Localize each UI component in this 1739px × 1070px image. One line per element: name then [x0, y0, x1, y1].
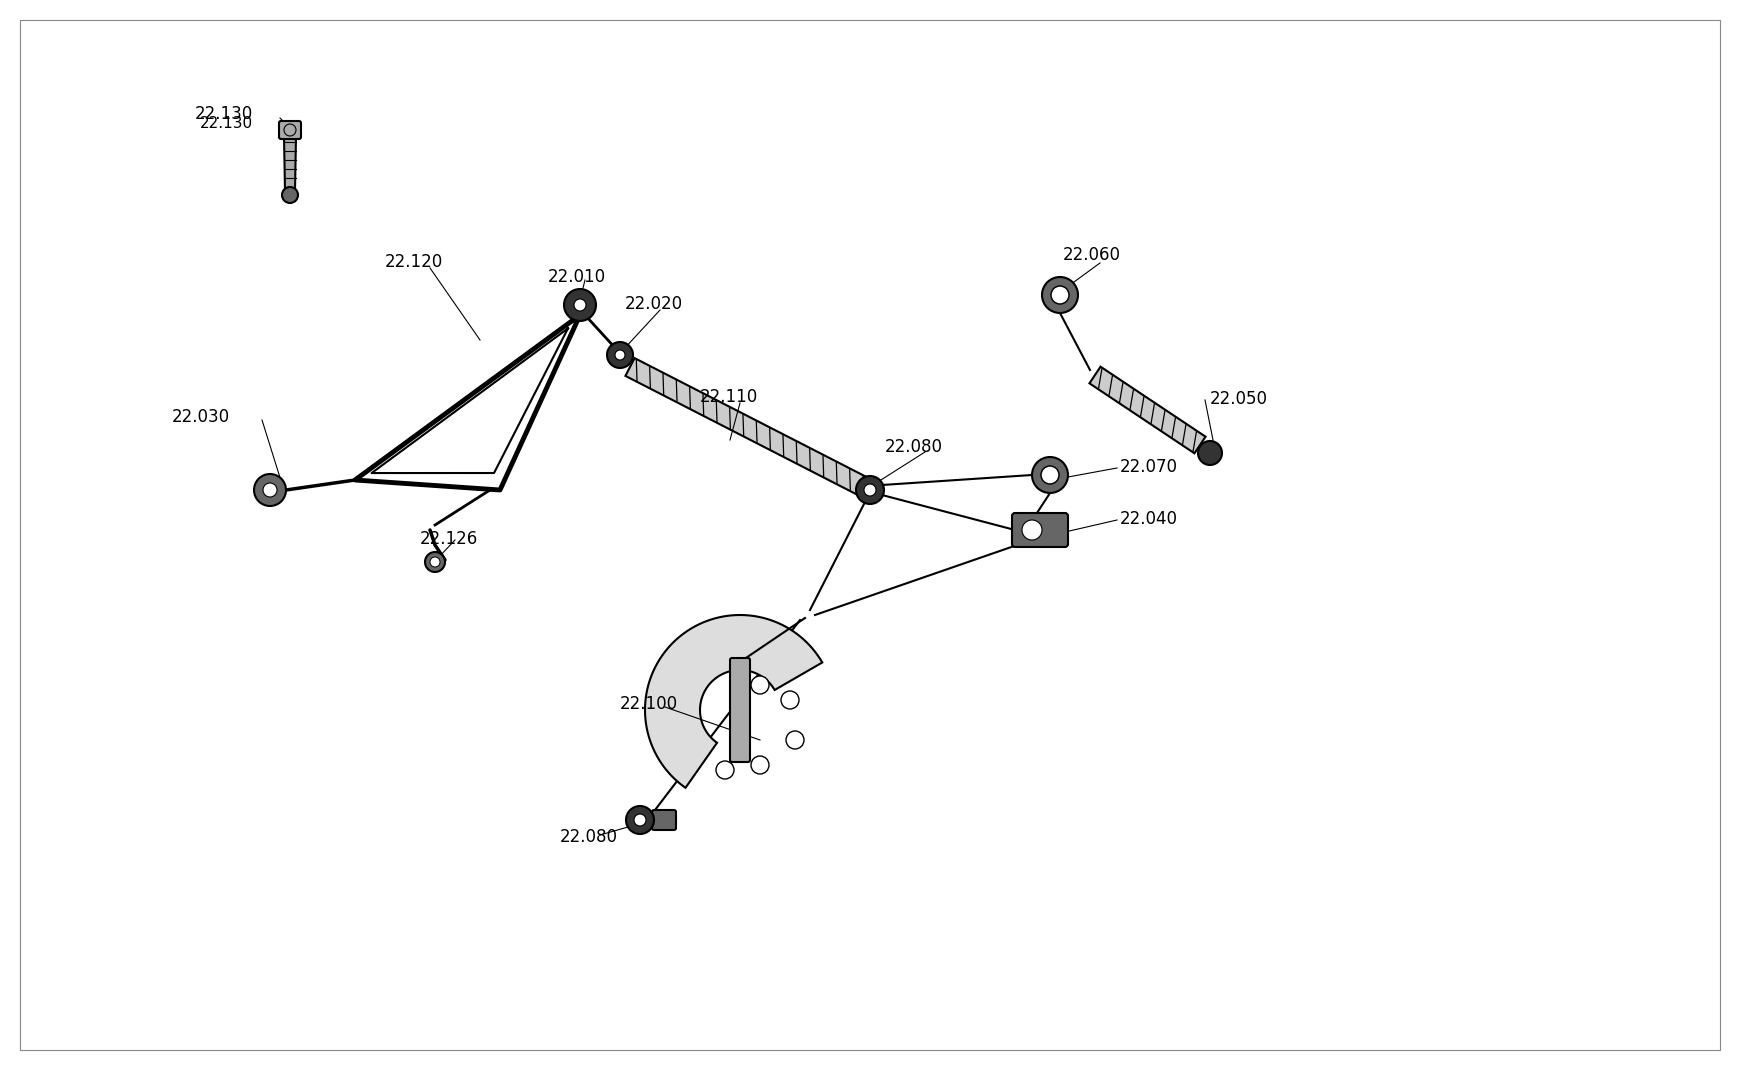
Text: 22.070: 22.070	[1120, 458, 1177, 476]
Circle shape	[430, 557, 440, 567]
Text: 22.030: 22.030	[172, 408, 230, 426]
Text: 22.060: 22.060	[1063, 246, 1120, 264]
Circle shape	[781, 691, 798, 709]
Circle shape	[864, 484, 875, 496]
Circle shape	[563, 289, 596, 321]
FancyBboxPatch shape	[730, 658, 750, 762]
Circle shape	[626, 806, 654, 834]
Text: 22.040: 22.040	[1120, 510, 1177, 528]
Text: 22.110: 22.110	[699, 388, 758, 406]
Circle shape	[607, 342, 633, 368]
Circle shape	[263, 483, 277, 496]
Text: 22.050: 22.050	[1209, 389, 1268, 408]
FancyBboxPatch shape	[1012, 513, 1068, 547]
Text: 22.130: 22.130	[200, 116, 252, 131]
Circle shape	[1042, 277, 1078, 314]
Circle shape	[424, 552, 445, 572]
Circle shape	[574, 299, 586, 311]
Text: 22.080: 22.080	[560, 828, 617, 846]
Polygon shape	[283, 137, 296, 190]
Circle shape	[633, 814, 645, 826]
Circle shape	[1050, 286, 1068, 304]
FancyBboxPatch shape	[278, 121, 301, 139]
Circle shape	[786, 731, 803, 749]
Circle shape	[751, 676, 769, 694]
Circle shape	[1031, 457, 1068, 493]
Text: 22.120: 22.120	[384, 253, 443, 271]
Text: 22.126: 22.126	[419, 530, 478, 548]
Circle shape	[614, 350, 624, 360]
Text: 22.010: 22.010	[548, 268, 605, 286]
Text: 22.100: 22.100	[619, 696, 678, 713]
Circle shape	[751, 756, 769, 774]
Polygon shape	[624, 358, 875, 499]
Polygon shape	[1089, 367, 1205, 454]
Polygon shape	[645, 615, 823, 788]
Circle shape	[1021, 520, 1042, 540]
Circle shape	[715, 761, 734, 779]
Text: 22.080: 22.080	[885, 438, 943, 456]
Circle shape	[1198, 441, 1221, 465]
Circle shape	[282, 187, 297, 203]
Circle shape	[856, 476, 883, 504]
Text: 22.130: 22.130	[195, 105, 254, 123]
FancyBboxPatch shape	[652, 810, 676, 830]
Circle shape	[254, 474, 285, 506]
Text: 22.020: 22.020	[624, 295, 683, 314]
Circle shape	[1040, 467, 1059, 484]
